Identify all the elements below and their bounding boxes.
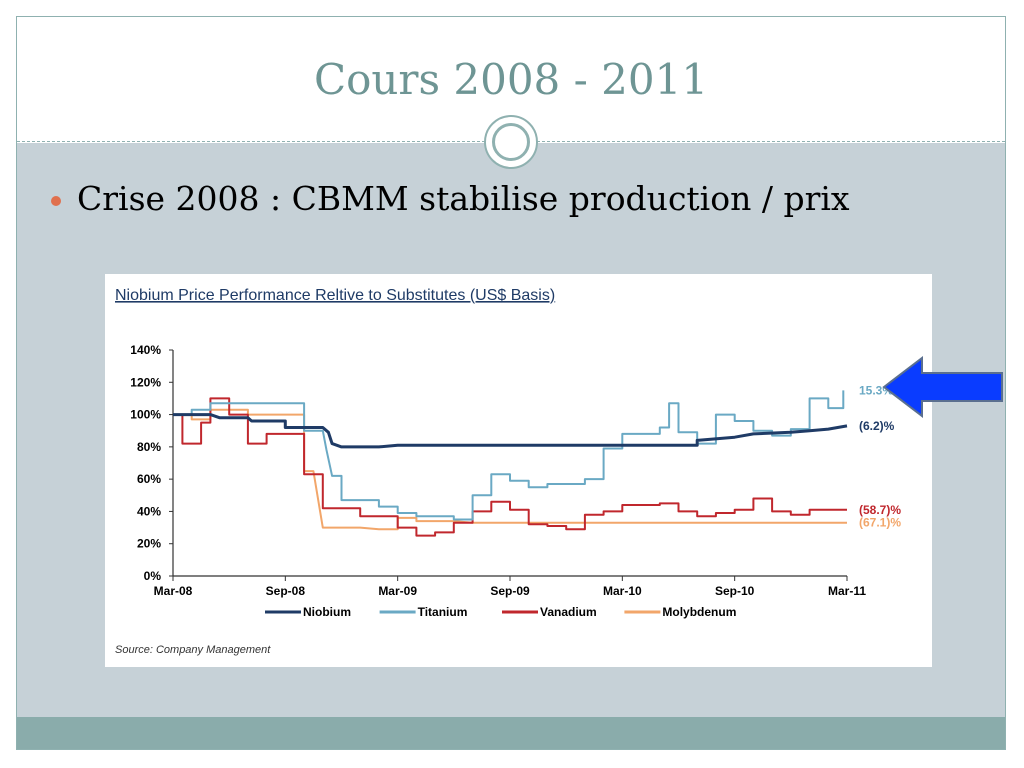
y-tick-label: 60% bbox=[137, 472, 161, 486]
x-tick-label: Mar-11 bbox=[828, 584, 866, 598]
legend: Niobium Titanium Vanadium Molybdenum bbox=[265, 605, 736, 619]
slide-title: Cours 2008 - 2011 bbox=[313, 55, 709, 104]
footer-band bbox=[17, 717, 1005, 749]
slide-frame: Cours 2008 - 2011 Crise 2008 : CBMM stab… bbox=[16, 16, 1006, 750]
series-line-titanium bbox=[173, 390, 845, 521]
chart-title: Niobium Price Performance Reltive to Sub… bbox=[115, 287, 555, 304]
y-tick-label: 20% bbox=[137, 537, 161, 551]
y-tick-label: 80% bbox=[137, 440, 161, 454]
end-label-niobium: (6.2)% bbox=[859, 419, 895, 433]
bullet-dot-icon bbox=[51, 196, 61, 206]
series-lines bbox=[173, 390, 848, 537]
blue-arrow-left-icon bbox=[882, 356, 1003, 418]
series-line-niobium bbox=[173, 413, 848, 449]
chart-panel: Niobium Price Performance Reltive to Sub… bbox=[105, 274, 932, 667]
x-tick-label: Mar-09 bbox=[378, 584, 417, 598]
legend-label-titanium: Titanium bbox=[418, 605, 468, 619]
inner-ring-icon bbox=[492, 123, 530, 161]
y-tick-label: 0% bbox=[144, 569, 162, 583]
x-axis: Mar-08 Sep-08 Mar-09 Sep-09 Mar-10 Sep-10 Mar-… bbox=[154, 575, 866, 598]
legend-label-molybdenum: Molybdenum bbox=[662, 605, 736, 619]
series-line-molybdenum bbox=[173, 408, 847, 531]
y-tick-label: 120% bbox=[130, 375, 161, 389]
price-performance-chart: Niobium Price Performance Reltive to Sub… bbox=[115, 287, 901, 656]
y-tick-label: 40% bbox=[137, 504, 161, 518]
x-tick-label: Sep-10 bbox=[715, 584, 755, 598]
y-axis: 0% 20% 40% 60% 80% 100% 120% 140% bbox=[130, 343, 174, 583]
legend-label-niobium: Niobium bbox=[303, 605, 351, 619]
series-line-vanadium bbox=[173, 397, 847, 537]
chart-source: Source: Company Management bbox=[115, 644, 271, 656]
x-tick-label: Sep-09 bbox=[490, 584, 530, 598]
x-tick-label: Mar-10 bbox=[603, 584, 642, 598]
y-tick-label: 140% bbox=[130, 343, 161, 357]
x-tick-label: Sep-08 bbox=[266, 584, 306, 598]
end-labels: (6.2)%15.3%(58.7)%(67.1)% bbox=[859, 383, 901, 529]
ring-ornament-icon bbox=[484, 115, 538, 169]
bullet-text: Crise 2008 : CBMM stabilise production /… bbox=[77, 179, 850, 218]
y-tick-label: 100% bbox=[130, 408, 161, 422]
legend-label-vanadium: Vanadium bbox=[540, 605, 597, 619]
end-label-vanadium: (58.7)% bbox=[859, 503, 901, 517]
x-tick-label: Mar-08 bbox=[154, 584, 193, 598]
end-label-molybdenum: (67.1)% bbox=[859, 516, 901, 530]
